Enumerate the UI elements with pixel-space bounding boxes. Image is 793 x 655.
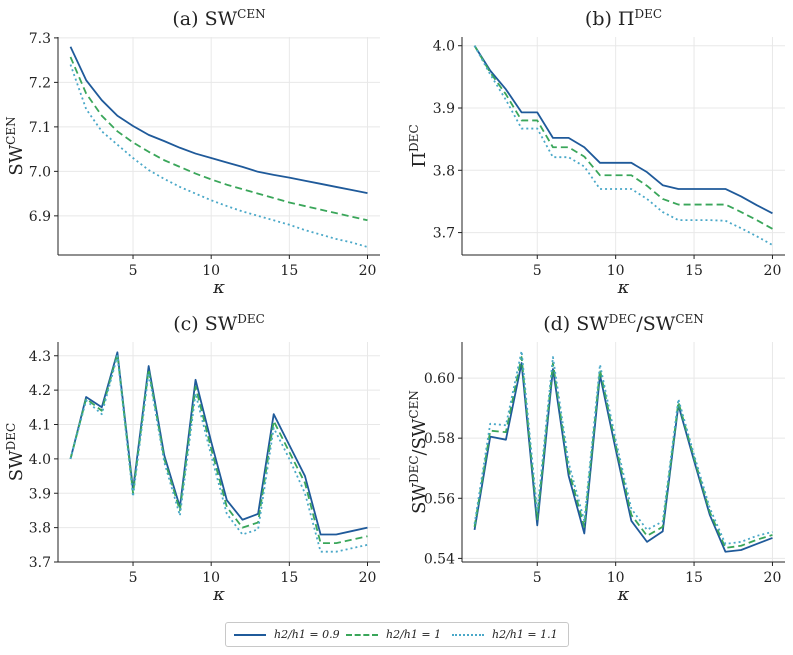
panel-2-ytick-label-3: 4.0 [29,452,51,468]
panel-3-xtick-label-1: 10 [607,570,625,586]
panel-0-ytick-label-0: 6.9 [29,209,51,225]
panel-3-title: (d) SWDEC/SWCEN [543,312,704,335]
panel-0-ytick-label-1: 7.0 [29,164,51,180]
panel-1-series-1-line [473,45,773,230]
panel-3-series-2-line [473,350,773,545]
panel-0-ytick-label-3: 7.2 [29,75,51,91]
panel-0-title: (a) SWCEN [172,7,265,30]
panel-1-xlabel: κ [617,277,630,298]
panel-1-ylabel: ΠDEC [407,124,430,167]
panel-0-ylabel: SWCEN [4,116,27,175]
panel-2-series-1-line [69,353,368,544]
panel-2-ytick-label-0: 3.7 [29,555,51,571]
panel-1-title: (b) ΠDEC [585,7,662,30]
panel-3-xtick-label-0: 5 [533,570,542,586]
legend-item-0: h2/h1 = 0.9 [234,623,340,646]
panel-1-xtick-label-3: 20 [764,263,782,279]
panel-1-xtick-label-0: 5 [533,263,542,279]
panel-1-series-2-line [473,45,773,246]
panel-2-ytick-label-2: 3.9 [29,486,51,502]
panel-3-ytick-label-2: 0.58 [424,431,455,447]
panel-0-xtick-label-3: 20 [359,263,377,279]
panel-2-xtick-label-3: 20 [359,570,377,586]
panel-0-xtick-label-2: 15 [280,263,298,279]
legend-label-0: h2/h1 = 0.9 [274,628,340,641]
panel-0-ytick-label-4: 7.3 [29,31,51,47]
panel-2-xtick-label-2: 15 [280,570,298,586]
legend: h2/h1 = 0.9 h2/h1 = 1 h2/h1 = 1.1 [225,622,569,647]
panel-1-ytick-label-1: 3.8 [433,163,455,179]
panel-0-xlabel: κ [212,277,225,298]
panel-3-ytick-label-3: 0.60 [424,371,455,387]
panel-3-xtick-label-3: 20 [764,570,782,586]
panel-3-xlabel: κ [617,584,630,605]
legend-line-1 [346,633,378,636]
legend-label-2: h2/h1 = 1.1 [492,628,558,641]
panel-2-title: (c) SWDEC [173,312,265,335]
panel-3-ytick-label-0: 0.54 [424,551,455,567]
panel-2-ytick-label-4: 4.1 [29,418,51,434]
panel-0-ytick-label-2: 7.1 [29,120,51,136]
panel-1-xtick-label-2: 15 [685,263,703,279]
panel-3-series-1-line [473,356,773,549]
panel-0-xtick-label-0: 5 [129,263,138,279]
panel-3-series-0-line [473,362,773,553]
panel-2-ytick-label-6: 4.3 [29,349,51,365]
panel-0-series-2-line [69,64,368,248]
panel-2-xtick-label-1: 10 [202,570,220,586]
panel-2-ylabel: SWDEC [4,423,27,481]
panel-1-ytick-label-3: 4.0 [433,39,455,55]
panel-2-ytick-label-1: 3.8 [29,521,51,537]
legend-line-2 [452,633,484,636]
panel-1-ytick-label-0: 3.7 [433,226,455,242]
legend-line-0 [234,633,266,636]
legend-item-2: h2/h1 = 1.1 [452,623,558,646]
panel-0-series-0-line [69,46,368,195]
panel-2-ytick-label-5: 4.2 [29,383,51,399]
panel-2-xlabel: κ [212,584,225,605]
panel-2-series-0-line [69,351,368,536]
panel-3-xtick-label-2: 15 [685,570,703,586]
panel-1-series-0-line [473,45,773,215]
panel-1-ytick-label-2: 3.9 [433,101,455,117]
panel-0-xtick-label-1: 10 [202,263,220,279]
panel-0-series-1-line [69,56,368,222]
panel-2-series-2-line [69,354,368,553]
panel-1-xtick-label-1: 10 [607,263,625,279]
legend-item-1: h2/h1 = 1 [346,623,441,646]
panel-3-ytick-label-1: 0.56 [424,491,455,507]
panel-2-xtick-label-0: 5 [129,570,138,586]
panel-3-ylabel: SWDEC/SWCEN [407,390,430,514]
legend-label-1: h2/h1 = 1 [386,628,442,641]
